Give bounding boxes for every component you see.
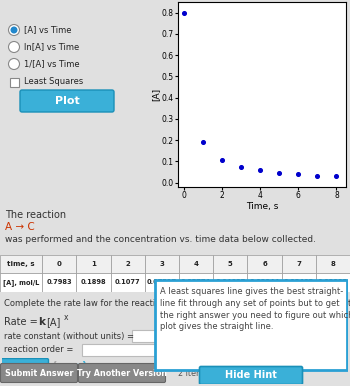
Y-axis label: [A]: [A] xyxy=(151,88,160,101)
Text: [A] vs Time: [A] vs Time xyxy=(24,25,71,34)
Text: 7: 7 xyxy=(296,261,301,267)
Text: 0.7983: 0.7983 xyxy=(47,279,72,286)
Point xyxy=(238,164,244,170)
FancyBboxPatch shape xyxy=(199,366,302,384)
Text: k: k xyxy=(38,317,45,327)
FancyBboxPatch shape xyxy=(76,273,111,292)
Text: (1 of 1): (1 of 1) xyxy=(102,364,132,372)
FancyBboxPatch shape xyxy=(179,273,213,292)
Text: ln[A] vs Time: ln[A] vs Time xyxy=(24,42,79,51)
Text: [A], mol/L: [A], mol/L xyxy=(3,279,39,286)
Text: rate constant (without units) =: rate constant (without units) = xyxy=(4,332,134,340)
FancyBboxPatch shape xyxy=(78,364,166,383)
Text: 0.03944: 0.03944 xyxy=(250,279,280,286)
Text: was performed and the concentration vs. time data below collected.: was performed and the concentration vs. … xyxy=(5,235,316,244)
FancyBboxPatch shape xyxy=(0,364,77,383)
FancyBboxPatch shape xyxy=(145,255,179,273)
FancyBboxPatch shape xyxy=(179,255,213,273)
Circle shape xyxy=(8,24,20,36)
FancyBboxPatch shape xyxy=(42,273,76,292)
Text: reaction order =: reaction order = xyxy=(4,345,73,354)
Point xyxy=(295,171,301,178)
FancyBboxPatch shape xyxy=(247,255,282,273)
FancyBboxPatch shape xyxy=(76,255,111,273)
Circle shape xyxy=(8,42,20,52)
Text: 0.03405: 0.03405 xyxy=(284,279,314,286)
Text: 1: 1 xyxy=(91,261,96,267)
Text: x: x xyxy=(64,313,69,322)
Text: 1/[A] vs Time: 1/[A] vs Time xyxy=(24,59,80,68)
Text: Next: Next xyxy=(60,364,80,372)
Text: 0.1898: 0.1898 xyxy=(81,279,106,286)
Text: ❬: ❬ xyxy=(49,362,59,374)
Text: Plot: Plot xyxy=(55,96,79,106)
Circle shape xyxy=(8,59,20,69)
Text: [A]: [A] xyxy=(46,317,60,327)
Point xyxy=(257,168,263,174)
Text: Complete the rate law for the reaction by filling in the values for the rate con: Complete the rate law for the reaction b… xyxy=(4,298,350,308)
Point xyxy=(315,173,320,179)
Text: A least squares line gives the best straight-
line fit through any set of points: A least squares line gives the best stra… xyxy=(160,287,350,332)
Text: 6: 6 xyxy=(262,261,267,267)
Text: 4: 4 xyxy=(194,261,198,267)
FancyBboxPatch shape xyxy=(213,273,247,292)
FancyBboxPatch shape xyxy=(0,273,42,292)
FancyBboxPatch shape xyxy=(42,255,76,273)
Text: time, s: time, s xyxy=(7,261,35,267)
Text: 0.04687: 0.04687 xyxy=(215,279,245,286)
Text: 0.05774: 0.05774 xyxy=(181,279,211,286)
Circle shape xyxy=(11,27,17,33)
FancyBboxPatch shape xyxy=(132,330,216,342)
X-axis label: Time, s: Time, s xyxy=(246,201,278,210)
Point xyxy=(200,139,205,146)
FancyBboxPatch shape xyxy=(20,90,114,112)
Point xyxy=(334,173,339,179)
Text: Try Another Version: Try Another Version xyxy=(77,369,167,378)
Text: Hide Hint: Hide Hint xyxy=(225,371,277,381)
Text: 0.1077: 0.1077 xyxy=(115,279,141,286)
Text: The reaction: The reaction xyxy=(5,210,66,220)
FancyBboxPatch shape xyxy=(282,273,316,292)
Point xyxy=(219,157,225,163)
Text: Show Approach: Show Approach xyxy=(128,364,193,372)
FancyBboxPatch shape xyxy=(111,273,145,292)
FancyBboxPatch shape xyxy=(145,273,179,292)
Text: Check: Check xyxy=(8,363,41,373)
FancyBboxPatch shape xyxy=(213,255,247,273)
Text: Rate =: Rate = xyxy=(4,317,41,327)
FancyBboxPatch shape xyxy=(111,255,145,273)
Text: 2 item att: 2 item att xyxy=(178,369,218,378)
FancyBboxPatch shape xyxy=(316,255,350,273)
FancyBboxPatch shape xyxy=(82,344,182,356)
FancyBboxPatch shape xyxy=(247,273,282,292)
Text: Least Squares: Least Squares xyxy=(24,78,83,86)
Point xyxy=(276,170,282,176)
FancyBboxPatch shape xyxy=(0,359,49,378)
Text: A → C: A → C xyxy=(5,222,35,232)
Text: 2: 2 xyxy=(125,261,130,267)
Text: Submit Answer: Submit Answer xyxy=(5,369,73,378)
Text: 5: 5 xyxy=(228,261,233,267)
Text: 0: 0 xyxy=(57,261,62,267)
Text: 0.07517: 0.07517 xyxy=(147,279,177,286)
FancyBboxPatch shape xyxy=(155,280,347,370)
Text: 8: 8 xyxy=(330,261,335,267)
Point xyxy=(181,10,187,16)
FancyBboxPatch shape xyxy=(10,78,19,86)
FancyBboxPatch shape xyxy=(316,273,350,292)
FancyBboxPatch shape xyxy=(282,255,316,273)
Text: ❭: ❭ xyxy=(79,362,89,374)
FancyBboxPatch shape xyxy=(0,255,42,273)
Text: 3: 3 xyxy=(160,261,164,267)
Text: 0.02995: 0.02995 xyxy=(318,279,348,286)
